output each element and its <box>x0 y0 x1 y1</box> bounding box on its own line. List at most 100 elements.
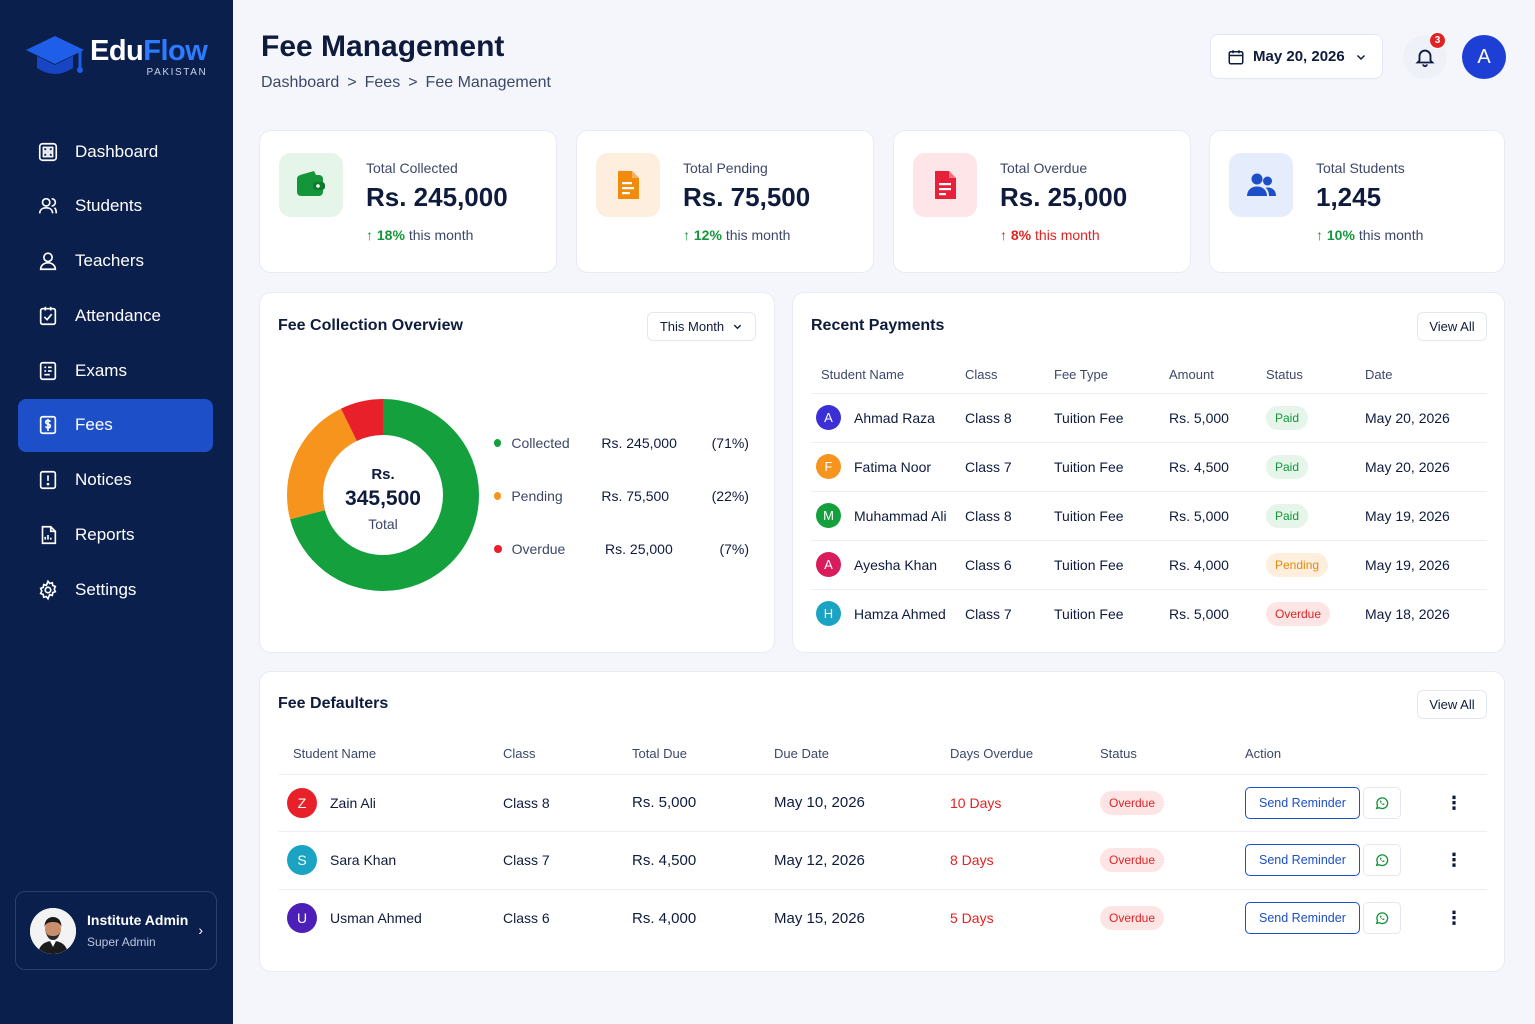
reports-icon <box>36 523 60 547</box>
status-cell: Paid <box>1266 491 1365 541</box>
stat-label: Total Students <box>1316 160 1405 176</box>
column-header: Days Overdue <box>950 734 1100 775</box>
table-row[interactable]: F Fatima Noor Class 7 Tuition Fee Rs. 4,… <box>811 442 1487 492</box>
stat-card-collected: Total Collected Rs. 245,000 ↑ 18% this m… <box>259 130 557 273</box>
status-badge: Paid <box>1266 503 1309 528</box>
exams-icon <box>36 359 60 383</box>
arrow-up-icon: ↑ <box>366 227 373 243</box>
user-avatar[interactable]: A <box>1462 35 1506 79</box>
avatar: A <box>816 405 841 430</box>
due-date-cell: May 12, 2026 <box>774 831 950 890</box>
sidebar-item-settings[interactable]: Settings <box>18 563 213 616</box>
send-reminder-button[interactable]: Send Reminder <box>1245 786 1360 819</box>
avatar: U <box>287 903 317 933</box>
notifications-button[interactable]: 3 <box>1403 32 1447 79</box>
legend-item-pending: Pending Rs. 75,500 (22%) <box>494 488 749 504</box>
fee-type-cell: Tuition Fee <box>1054 491 1169 541</box>
days-overdue-cell: 5 Days <box>950 910 994 926</box>
sidebar-item-attendance[interactable]: Attendance <box>18 289 213 342</box>
sidebar-item-exams[interactable]: Exams <box>18 344 213 397</box>
wallet-icon <box>279 153 343 217</box>
section-title: Recent Payments <box>811 317 945 334</box>
send-reminder-button[interactable]: Send Reminder <box>1245 902 1360 934</box>
sidebar-item-dashboard[interactable]: Dashboard <box>18 125 213 178</box>
column-header: Class <box>965 356 1054 394</box>
class-cell: Class 8 <box>965 491 1054 541</box>
more-options-icon[interactable]: ⋮ <box>1445 908 1463 928</box>
status-badge: Overdue <box>1100 790 1165 815</box>
class-cell: Class 8 <box>503 774 632 832</box>
attendance-icon <box>36 304 60 328</box>
sidebar-item-students[interactable]: Students <box>18 180 213 233</box>
status-badge: Overdue <box>1100 848 1165 873</box>
column-header: Student Name <box>811 356 965 394</box>
invoice-icon <box>913 153 977 217</box>
sidebar-item-label: Teachers <box>75 251 144 270</box>
date-picker-button[interactable]: May 20, 2026 <box>1210 34 1383 79</box>
fee-collection-overview-card: Fee Collection Overview This Month Rs. 3… <box>259 292 775 653</box>
page-title: Fee Management <box>261 30 505 63</box>
whatsapp-button[interactable] <box>1362 902 1401 934</box>
table-row[interactable]: S Sara Khan Class 7 Rs. 4,500 May 12, 20… <box>278 831 1487 890</box>
whatsapp-button[interactable] <box>1362 844 1401 877</box>
student-name-cell: M Muhammad Ali <box>811 491 965 541</box>
profile-card[interactable]: Institute Admin Super Admin › <box>15 891 217 970</box>
users-icon <box>1229 153 1293 217</box>
recent-payments-card: Recent Payments View All Student Name Cl… <box>792 292 1505 653</box>
table-row[interactable]: H Hamza Ahmed Class 7 Tuition Fee Rs. 5,… <box>811 589 1487 638</box>
whatsapp-button[interactable] <box>1362 786 1401 819</box>
table-row[interactable]: A Ayesha Khan Class 6 Tuition Fee Rs. 4,… <box>811 540 1487 590</box>
student-name: Ahmad Raza <box>854 409 935 426</box>
breadcrumb-item-fees[interactable]: Fees <box>364 74 401 91</box>
status-badge: Paid <box>1266 454 1309 479</box>
stat-card-overdue: Total Overdue Rs. 25,000 ↑ 8% this month <box>893 130 1191 273</box>
avatar: S <box>287 845 317 876</box>
total-due-cell: Rs. 4,000 <box>632 909 697 927</box>
view-all-button[interactable]: View All <box>1417 312 1487 341</box>
stat-value: 1,245 <box>1316 182 1382 212</box>
avatar: F <box>816 454 841 479</box>
student-name: Ayesha Khan <box>854 556 938 573</box>
profile-name: Institute Admin <box>87 912 189 928</box>
sidebar-item-teachers[interactable]: Teachers <box>18 235 213 288</box>
sidebar-item-notices[interactable]: Notices <box>18 454 213 507</box>
recent-payments-table: Student Name Class Fee Type Amount Statu… <box>811 356 1487 638</box>
legend-item-collected: Collected Rs. 245,000 (71%) <box>494 435 749 451</box>
table-row[interactable]: U Usman Ahmed Class 6 Rs. 4,000 May 15, … <box>278 889 1487 947</box>
column-header: Date <box>1365 356 1487 394</box>
notification-badge: 3 <box>1429 32 1446 49</box>
profile-role: Super Admin <box>87 935 156 949</box>
student-name: Muhammad Ali <box>854 507 947 524</box>
date-cell: May 18, 2026 <box>1365 605 1450 622</box>
sidebar-item-fees[interactable]: Fees <box>18 398 213 452</box>
status-cell: Overdue <box>1266 589 1365 638</box>
status-cell: Overdue <box>1100 889 1245 947</box>
status-badge: Paid <box>1266 405 1309 430</box>
period-filter-value: This Month <box>659 319 725 334</box>
stat-label: Total Collected <box>366 160 458 176</box>
status-badge: Pending <box>1266 552 1329 577</box>
class-cell: Class 8 <box>965 393 1054 443</box>
student-name-cell: Z Zain Ali <box>278 774 503 832</box>
table-row[interactable]: A Ahmad Raza Class 8 Tuition Fee Rs. 5,0… <box>811 393 1487 443</box>
view-all-button[interactable]: View All <box>1417 690 1487 719</box>
calendar-icon <box>1228 49 1244 64</box>
more-options-icon[interactable]: ⋮ <box>1445 792 1463 813</box>
donut-slice-pending <box>287 399 479 591</box>
more-cell: ⋮ <box>1445 889 1487 947</box>
table-row[interactable]: M Muhammad Ali Class 8 Tuition Fee Rs. 5… <box>811 491 1487 541</box>
sidebar-item-label: Students <box>75 196 143 216</box>
table-row[interactable]: Z Zain Ali Class 8 Rs. 5,000 May 10, 202… <box>278 774 1487 832</box>
send-reminder-button[interactable]: Send Reminder <box>1245 844 1360 877</box>
date-cell: May 19, 2026 <box>1365 540 1487 590</box>
stat-trend: ↑ 12% this month <box>683 227 791 243</box>
more-options-icon[interactable]: ⋮ <box>1445 850 1463 871</box>
chevron-down-icon <box>1356 54 1365 60</box>
action-cell: Send Reminder <box>1245 774 1445 832</box>
sidebar-item-reports[interactable]: Reports <box>18 508 213 561</box>
breadcrumb-item-dashboard[interactable]: Dashboard <box>261 74 340 91</box>
period-filter-dropdown[interactable]: This Month <box>647 312 756 341</box>
logo[interactable]: EduFlow PAKISTAN <box>24 32 208 82</box>
class-cell: Class 7 <box>965 605 1012 622</box>
column-header: Fee Type <box>1054 356 1169 394</box>
